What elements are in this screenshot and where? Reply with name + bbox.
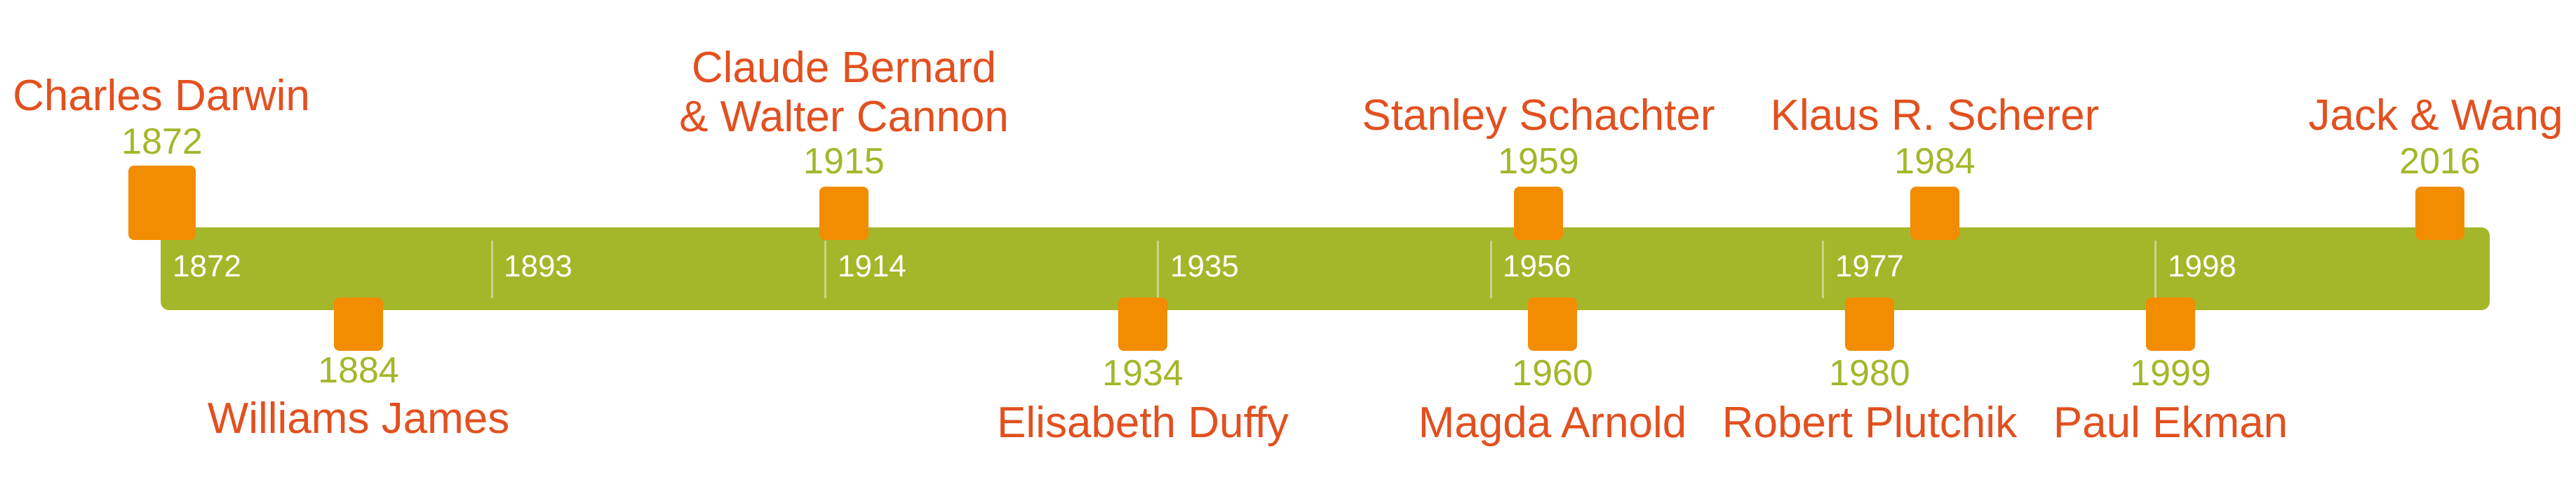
- tick-label: 1914: [838, 249, 906, 283]
- event-name: Elisabeth Duffy: [997, 399, 1289, 447]
- event-year: 1934: [1102, 353, 1183, 394]
- event-year: 1872: [121, 121, 203, 162]
- tick-divider: [2154, 241, 2156, 298]
- event-name: Williams James: [207, 394, 510, 443]
- event-name: Jack & Wang: [2308, 91, 2563, 140]
- event-year: 1884: [318, 350, 399, 391]
- event-year: 1960: [1512, 353, 1593, 394]
- tick-label: 1935: [1170, 249, 1239, 283]
- event-year: 2016: [2399, 141, 2481, 182]
- tick-divider: [1157, 241, 1159, 298]
- tick-label: 1956: [1503, 249, 1571, 283]
- event-name-line: Claude Bernard: [691, 44, 997, 92]
- event-name: Robert Plutchik: [1722, 399, 2018, 447]
- event-name: Claude Bernard & Walter Cannon: [633, 44, 1054, 142]
- event-marker: [2415, 187, 2464, 240]
- event-marker: [2146, 298, 2195, 351]
- event-name: Klaus R. Scherer: [1770, 91, 2100, 140]
- tick-divider: [824, 241, 826, 298]
- tick-label: 1872: [173, 249, 241, 283]
- timeline-bar: [161, 227, 2490, 310]
- tick-label: 1893: [504, 249, 572, 283]
- event-year: 1959: [1498, 141, 1579, 182]
- tick-divider: [491, 241, 493, 298]
- event-year: 1980: [1829, 353, 1910, 394]
- event-marker: [1514, 187, 1563, 240]
- event-name-line: & Walter Cannon: [679, 93, 1009, 141]
- event-marker: [1845, 298, 1894, 351]
- event-marker: [334, 298, 383, 351]
- tick-divider: [1490, 241, 1492, 298]
- event-year: 1984: [1894, 141, 1975, 182]
- event-name: Paul Ekman: [2053, 399, 2288, 447]
- tick-label: 1977: [1835, 249, 1904, 283]
- event-marker: [128, 166, 196, 240]
- event-name: Magda Arnold: [1418, 399, 1687, 447]
- event-marker: [1910, 187, 1959, 240]
- event-name: Stanley Schachter: [1362, 91, 1715, 140]
- event-marker: [1118, 298, 1167, 351]
- event-name: Charles Darwin: [13, 72, 310, 120]
- event-marker: [819, 187, 868, 240]
- tick-label: 1998: [2168, 249, 2236, 283]
- event-year: 1999: [2130, 353, 2211, 394]
- event-marker: [1528, 298, 1577, 351]
- event-year: 1915: [803, 141, 885, 182]
- tick-divider: [1822, 241, 1824, 298]
